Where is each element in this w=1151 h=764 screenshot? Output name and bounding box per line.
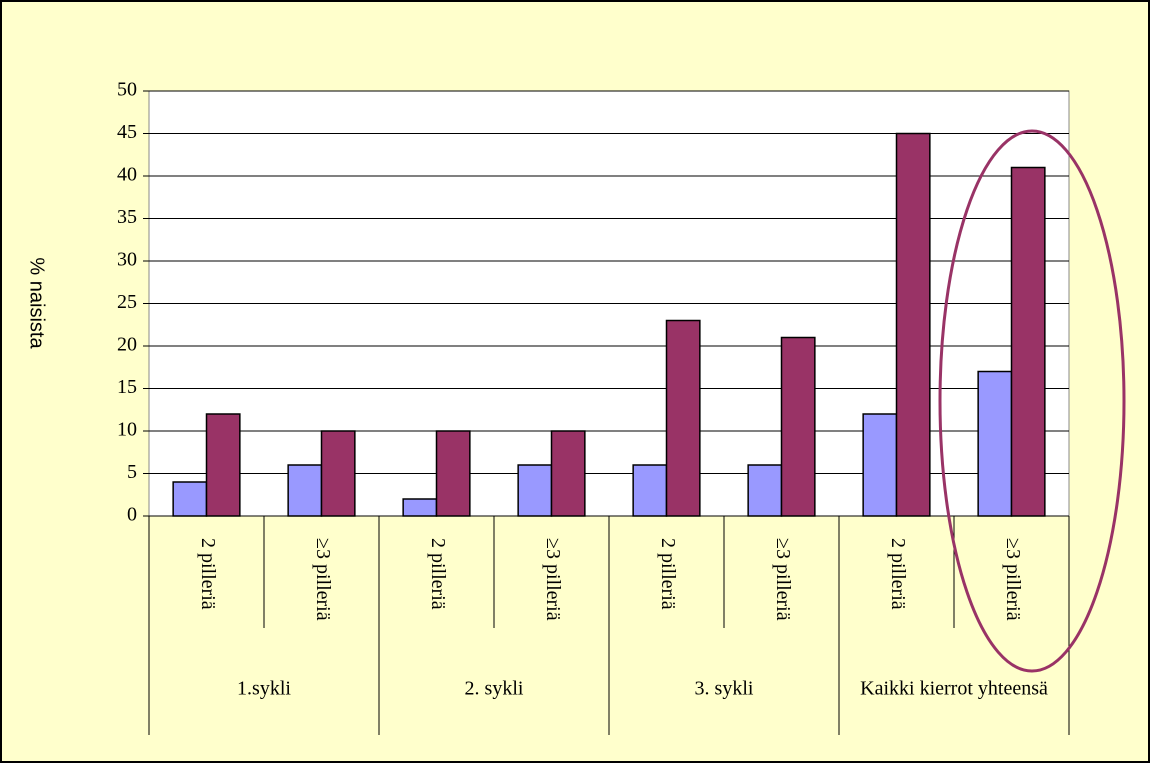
x-tick-label: 2 pilleriä bbox=[657, 538, 679, 610]
bar bbox=[172, 481, 208, 517]
y-tick-label: 25 bbox=[117, 291, 137, 313]
bar bbox=[550, 430, 586, 517]
x-tick-label: ≥3 pilleriä bbox=[772, 538, 794, 621]
bar bbox=[977, 370, 1013, 517]
group-label: Kaikki kierrot yhteensä bbox=[860, 678, 1048, 700]
y-tick-label: 30 bbox=[117, 249, 137, 271]
y-tick-label: 50 bbox=[117, 79, 137, 101]
y-tick-label: 45 bbox=[117, 121, 137, 143]
x-tick-label: 2 pilleriä bbox=[197, 538, 219, 610]
y-axis-label: % naisista bbox=[26, 257, 48, 349]
y-tick-label: 0 bbox=[127, 504, 137, 526]
y-tick-label: 15 bbox=[117, 376, 137, 398]
bar bbox=[517, 464, 553, 517]
x-tick-label: 2 pilleriä bbox=[427, 538, 449, 610]
y-tick-label: 10 bbox=[117, 419, 137, 441]
y-tick-label: 35 bbox=[117, 206, 137, 228]
x-tick-label: 2 pilleriä bbox=[887, 538, 909, 610]
x-tick-label: ≥3 pilleriä bbox=[1002, 538, 1024, 621]
y-tick-label: 40 bbox=[117, 164, 137, 186]
y-tick-label: 5 bbox=[127, 461, 137, 483]
bar bbox=[632, 464, 668, 517]
bar bbox=[747, 464, 783, 517]
bar bbox=[862, 413, 898, 517]
bar bbox=[895, 132, 931, 517]
group-label: 3. sykli bbox=[695, 678, 754, 700]
bar bbox=[287, 464, 323, 517]
bar bbox=[320, 430, 356, 517]
bar bbox=[402, 498, 438, 517]
bar bbox=[435, 430, 471, 517]
bar bbox=[665, 319, 701, 517]
highlight-ellipse bbox=[938, 129, 1126, 673]
x-tick-label: ≥3 pilleriä bbox=[312, 538, 334, 621]
group-label: 2. sykli bbox=[465, 678, 524, 700]
y-tick-label: 20 bbox=[117, 334, 137, 356]
x-tick-label: ≥3 pilleriä bbox=[542, 538, 564, 621]
group-label: 1.sykli bbox=[237, 678, 291, 700]
bar bbox=[1010, 166, 1046, 517]
bar bbox=[205, 413, 241, 517]
bar bbox=[780, 336, 816, 517]
